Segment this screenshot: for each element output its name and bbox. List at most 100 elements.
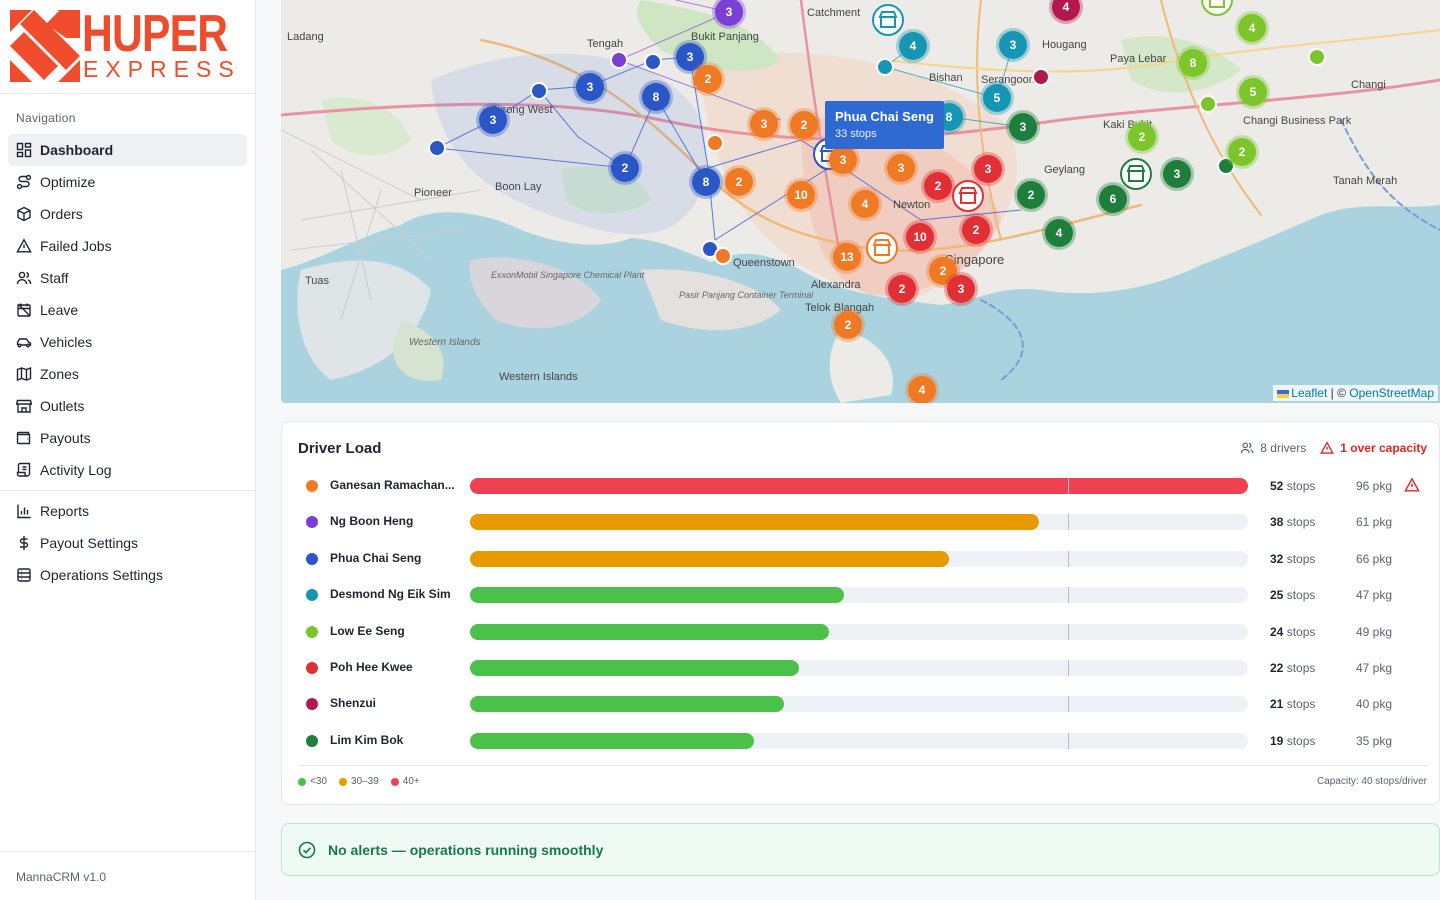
stops-unit: stops [1286,661,1316,675]
cluster-marker[interactable]: 8 [639,80,673,114]
cluster-marker[interactable]: 3 [971,152,1005,186]
cluster-marker[interactable]: 4 [1042,216,1076,250]
svg-text:2: 2 [705,72,712,86]
brand-logo[interactable]: HUPER EXPRESS [0,0,255,94]
sidebar-item-payout-settings[interactable]: Payout Settings [8,527,247,559]
sidebar-item-staff[interactable]: Staff [8,262,247,294]
cluster-marker[interactable]: 2 [608,151,642,185]
cluster-marker[interactable]: 3 [884,151,918,185]
driver-row[interactable]: Ganesan Ramachan... 52 stops 96 pkg [298,473,1428,509]
cluster-marker[interactable]: 13 [830,240,864,274]
stop-marker[interactable] [1217,157,1235,175]
cluster-marker[interactable]: 3 [573,70,607,104]
cluster-marker[interactable]: 3 [712,0,746,29]
driver-row[interactable]: Shenzui 21 stops 40 pkg [298,691,1428,727]
stop-marker[interactable] [644,53,662,71]
store-icon[interactable] [952,180,984,212]
openstreetmap-link[interactable]: OpenStreetMap [1349,386,1434,400]
driver-row[interactable]: Desmond Ng Eik Sim 25 stops 47 pkg [298,582,1428,618]
cluster-marker[interactable]: 4 [1235,11,1269,45]
stop-marker[interactable] [530,82,548,100]
stop-marker[interactable] [1032,68,1050,86]
stops-value: 24 [1270,624,1284,639]
scroll-icon [16,462,32,478]
driver-row[interactable]: Poh Hee Kwee 22 stops 47 pkg [298,655,1428,691]
cluster-marker[interactable]: 2 [1125,120,1159,154]
cluster-marker[interactable]: 2 [691,62,725,96]
cluster-marker[interactable]: 8 [1176,46,1210,80]
svg-text:10: 10 [794,188,808,202]
cluster-marker[interactable]: 10 [784,178,818,212]
svg-text:4: 4 [1056,226,1063,240]
sidebar-item-activity-log[interactable]: Activity Log [8,454,247,486]
driver-row[interactable]: Lim Kim Bok 19 stops 35 pkg [298,728,1428,764]
card-title: Driver Load [298,440,382,457]
cluster-marker[interactable]: 2 [787,108,821,142]
sidebar-item-payouts[interactable]: Payouts [8,422,247,454]
stop-marker[interactable] [714,247,732,265]
sidebar-item-vehicles[interactable]: Vehicles [8,326,247,358]
load-bar-fill [470,514,1039,531]
cluster-marker[interactable]: 3 [1160,157,1194,191]
sidebar-item-label: Staff [40,270,69,286]
cluster-marker[interactable]: 3 [747,107,781,141]
store-icon[interactable] [866,232,898,264]
leaflet-link[interactable]: Leaflet [1291,386,1328,400]
stop-marker[interactable] [706,134,724,152]
stop-marker[interactable] [428,139,446,157]
cluster-marker[interactable]: 10 [903,220,937,254]
sidebar-item-outlets[interactable]: Outlets [8,390,247,422]
cluster-marker[interactable]: 3 [826,143,860,177]
map-label-tuas: Tuas [305,275,330,287]
map-label-catchment: Catchment [807,7,860,19]
cluster-marker[interactable]: 2 [1225,135,1259,169]
cluster-marker[interactable]: 2 [831,308,865,342]
store-icon[interactable] [872,4,904,36]
sidebar-item-operations-settings[interactable]: Operations Settings [8,559,247,591]
sidebar-item-orders[interactable]: Orders [8,198,247,230]
cluster-marker[interactable]: 3 [1006,110,1040,144]
cluster-marker[interactable]: 3 [996,28,1030,62]
stop-marker[interactable] [610,51,628,69]
cluster-marker[interactable]: 8 [689,165,723,199]
map-label-serangoon: Serangoon [981,74,1035,86]
svg-text:8: 8 [703,175,710,189]
sidebar-item-reports[interactable]: Reports [8,495,247,527]
cluster-marker[interactable]: 4 [848,187,882,221]
cluster-marker[interactable]: 2 [921,169,955,203]
svg-text:3: 3 [726,5,733,19]
map-canvas[interactable]: Tengah Bukit Panjang Hougang Paya Lebar … [281,0,1440,403]
delivery-map[interactable]: Tengah Bukit Panjang Hougang Paya Lebar … [281,0,1440,403]
cluster-marker[interactable]: 3 [476,103,510,137]
cluster-marker[interactable]: 3 [673,40,707,74]
cluster-marker[interactable]: 5 [1236,75,1270,109]
cluster-marker[interactable]: 2 [722,165,756,199]
store-icon[interactable] [1120,158,1152,190]
sidebar-item-optimize[interactable]: Optimize [8,166,247,198]
cluster-marker[interactable]: 4 [1049,0,1083,24]
driver-row[interactable]: Ng Boon Heng 38 stops 61 pkg [298,509,1428,545]
cluster-marker[interactable]: 2 [1014,178,1048,212]
cluster-marker[interactable]: 3 [944,272,978,306]
stop-marker[interactable] [876,58,894,76]
stop-marker[interactable] [1308,48,1326,66]
sidebar-item-failed-jobs[interactable]: Failed Jobs [8,230,247,262]
stop-marker[interactable] [1199,95,1217,113]
cluster-marker[interactable]: 2 [885,272,919,306]
cluster-marker[interactable]: 4 [905,373,939,403]
driver-color-dot [306,734,318,747]
driver-row[interactable]: Low Ee Seng 24 stops 49 pkg [298,619,1428,655]
driver-name: Poh Hee Kwee [330,660,413,674]
svg-text:3: 3 [840,153,847,167]
cluster-marker[interactable]: 2 [959,213,993,247]
store-icon[interactable] [1201,0,1233,16]
cluster-marker[interactable]: 6 [1096,182,1130,216]
driver-row[interactable]: Phua Chai Seng 32 stops 66 pkg [298,546,1428,582]
sidebar-item-leave[interactable]: Leave [8,294,247,326]
driver-color-dot [306,625,318,638]
cluster-marker[interactable]: 5 [980,81,1014,115]
cluster-marker[interactable]: 4 [896,29,930,63]
map-label-newton: Newton [893,199,930,211]
sidebar-item-zones[interactable]: Zones [8,358,247,390]
sidebar-item-dashboard[interactable]: Dashboard [8,134,247,166]
